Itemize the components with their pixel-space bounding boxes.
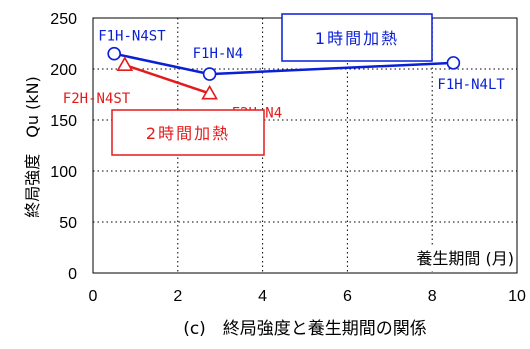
- x-tick-label: 8: [428, 288, 437, 305]
- y-tick-label: 200: [50, 62, 77, 79]
- y-tick-label: 250: [50, 11, 77, 28]
- legend-label-2h: 2時間加熱: [146, 124, 230, 143]
- x-axis-label: 養生期間 (月): [416, 249, 514, 268]
- data-point: [202, 67, 217, 81]
- series-1: F1H-N4ST F1H-N4 F1H-N4LT: [98, 29, 505, 93]
- y-tick-label: 150: [50, 113, 77, 130]
- data-point: [116, 56, 134, 71]
- x-tick-labels: 0 2 4 6 8 10: [89, 288, 526, 305]
- y-tick-label: 100: [50, 164, 77, 181]
- data-point: [446, 56, 461, 70]
- x-tick-label: 0: [89, 288, 98, 305]
- x-tick-label: 2: [173, 288, 182, 305]
- x-axis-label-bg: [368, 247, 516, 271]
- point-label: F1H-N4ST: [98, 29, 166, 45]
- x-tick-label: 10: [508, 288, 526, 305]
- legend-box-2h: [111, 109, 265, 156]
- point-label: F1H-N4LT: [437, 77, 505, 93]
- figure-caption: (c) 終局強度と養生期間の関係: [183, 319, 427, 339]
- x-tick-label: 6: [343, 288, 352, 305]
- data-point: [201, 84, 218, 100]
- legend-label-1h: 1時間加熱: [315, 29, 399, 48]
- point-label: F1H-N4: [193, 46, 244, 62]
- point-label: F2H-N4ST: [63, 91, 131, 107]
- y-tick-label: 50: [59, 215, 77, 232]
- x-tick-label: 4: [258, 288, 267, 305]
- series-line: [124, 63, 210, 95]
- legend-box-1h: [281, 13, 433, 62]
- y-tick-labels: 0 50 100 150 200 250: [50, 11, 77, 283]
- y-tick-label: 0: [68, 266, 77, 283]
- data-point: [107, 46, 121, 61]
- y-axis-label: 終局強度 Qu (kN): [23, 76, 42, 218]
